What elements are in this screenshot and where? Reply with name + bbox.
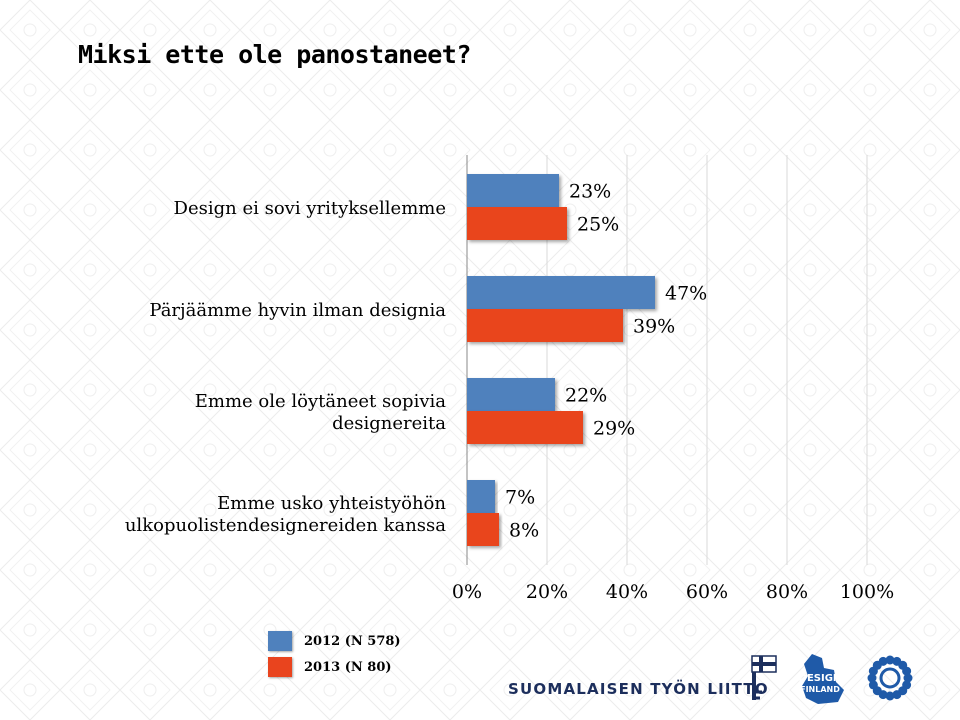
x-tick-label-0: 0% bbox=[452, 581, 482, 603]
bar-2013-1 bbox=[467, 309, 623, 342]
bar-2013-0 bbox=[467, 207, 567, 240]
bar-2012-2 bbox=[467, 378, 555, 411]
category-label-3-1: ulkopuolistendesignereiden kanssa bbox=[125, 515, 446, 536]
category-label-3-0: Emme usko yhteistyöhön bbox=[217, 493, 446, 514]
legend-label-0: 2012 (N 578) bbox=[304, 633, 401, 649]
bar-chart: 23% 47% 22% 7% 25% 39% 29% 8% Design ei sovi yri… bbox=[125, 155, 894, 603]
bar-2013-2 bbox=[467, 411, 583, 444]
legend-swatch-0 bbox=[268, 631, 292, 651]
data-label-2013-3: 8% bbox=[509, 520, 539, 542]
x-tick-label-100: 100% bbox=[840, 581, 894, 603]
legend-item-1: 2013 (N 80) bbox=[268, 654, 401, 680]
category-label-2-0: Emme ole löytäneet sopivia bbox=[195, 391, 446, 412]
chart-title: Miksi ette ole panostaneet? bbox=[78, 40, 471, 69]
footer-logos: DESIGN FINLAND bbox=[751, 654, 913, 704]
data-label-2012-0: 23% bbox=[569, 181, 611, 203]
x-tick-label-60: 60% bbox=[686, 581, 728, 603]
data-label-2012-3: 7% bbox=[505, 487, 535, 509]
rosette-icon bbox=[867, 655, 913, 701]
bar-2013-3 bbox=[467, 513, 499, 546]
data-label-2013-0: 25% bbox=[577, 214, 619, 236]
data-label-2012-2: 22% bbox=[565, 385, 607, 407]
key-flag-icon bbox=[751, 655, 777, 700]
legend-item-0: 2012 (N 578) bbox=[268, 628, 401, 654]
data-label-2013-2: 29% bbox=[593, 418, 635, 440]
category-label-0-0: Design ei sovi yrityksellemme bbox=[174, 198, 446, 219]
organization-name: SUOMALAISEN TYÖN LIITTO bbox=[508, 680, 769, 698]
legend-label-1: 2013 (N 80) bbox=[304, 659, 392, 675]
x-tick-label-20: 20% bbox=[526, 581, 568, 603]
legend-swatch-1 bbox=[268, 657, 292, 677]
design-finland-logo-line1: DESIGN bbox=[799, 673, 842, 684]
category-label-1-0: Pärjäämme hyvin ilman designia bbox=[149, 300, 446, 321]
x-tick-label-80: 80% bbox=[766, 581, 808, 603]
bar-2012-1 bbox=[467, 276, 655, 309]
data-label-2012-1: 47% bbox=[665, 283, 707, 305]
bar-2012-3 bbox=[467, 480, 495, 513]
category-label-2-1: designereita bbox=[332, 413, 446, 434]
x-tick-label-40: 40% bbox=[606, 581, 648, 603]
bar-2012-0 bbox=[467, 174, 559, 207]
data-label-2013-1: 39% bbox=[633, 316, 675, 338]
design-finland-map-icon: DESIGN FINLAND bbox=[799, 654, 844, 704]
legend: 2012 (N 578) 2013 (N 80) bbox=[268, 628, 401, 680]
design-finland-logo-line2: FINLAND bbox=[800, 685, 840, 694]
